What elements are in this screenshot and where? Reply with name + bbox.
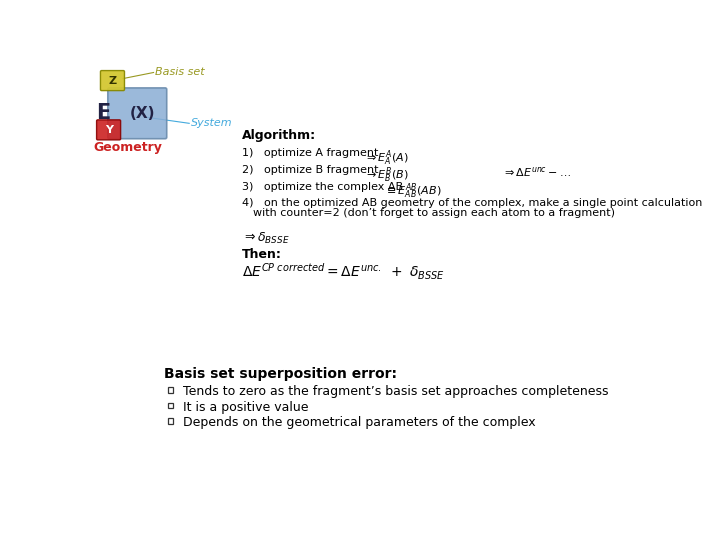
Text: Algorithm:: Algorithm: (242, 130, 316, 143)
Text: Y: Y (104, 125, 112, 135)
Text: $\Rightarrow E_A^A(A)$: $\Rightarrow E_A^A(A)$ (364, 148, 409, 167)
Bar (168, 403, 173, 408)
Text: $\equiv E_{AB}^{AB}(AB)$: $\equiv E_{AB}^{AB}(AB)$ (384, 182, 441, 201)
Text: (X): (X) (130, 106, 156, 121)
Bar (168, 418, 173, 423)
Text: System: System (191, 118, 233, 127)
Text: $\Delta E^{CP\ corrected} = \Delta E^{unc.}\ +\ \delta_{BSSE}$: $\Delta E^{CP\ corrected} = \Delta E^{un… (242, 262, 445, 282)
Text: $\Rightarrow \Delta E^{unc} - \ldots$: $\Rightarrow \Delta E^{unc} - \ldots$ (502, 165, 570, 179)
Text: Basis set: Basis set (155, 67, 204, 77)
Text: Basis set superposition error:: Basis set superposition error: (163, 367, 397, 381)
Text: 2)   optimize B fragment: 2) optimize B fragment (242, 165, 379, 175)
Text: with counter=2 (don’t forget to assign each atom to a fragment): with counter=2 (don’t forget to assign e… (253, 208, 615, 218)
Bar (168, 387, 173, 393)
Text: It is a positive value: It is a positive value (183, 401, 308, 414)
Text: Tends to zero as the fragment’s basis set approaches completeness: Tends to zero as the fragment’s basis se… (183, 385, 608, 398)
Text: 3)   optimize the complex AB: 3) optimize the complex AB (242, 182, 403, 192)
Text: Z: Z (109, 76, 117, 85)
FancyBboxPatch shape (96, 120, 121, 140)
Text: Then:: Then: (242, 248, 282, 261)
Text: $\Rightarrow \delta_{BSSE}$: $\Rightarrow \delta_{BSSE}$ (242, 231, 289, 246)
Text: 1)   optimize A fragment: 1) optimize A fragment (242, 148, 378, 158)
Text: Depends on the geometrical parameters of the complex: Depends on the geometrical parameters of… (183, 416, 536, 429)
Text: 4)   on the optimized AB geometry of the complex, make a single point calculatio: 4) on the optimized AB geometry of the c… (242, 198, 702, 208)
Text: Geometry: Geometry (93, 141, 162, 154)
FancyBboxPatch shape (108, 88, 167, 139)
FancyBboxPatch shape (101, 71, 125, 91)
Text: $\rightarrow E_B^B(B)$: $\rightarrow E_B^B(B)$ (364, 165, 409, 185)
Text: E: E (96, 103, 110, 123)
